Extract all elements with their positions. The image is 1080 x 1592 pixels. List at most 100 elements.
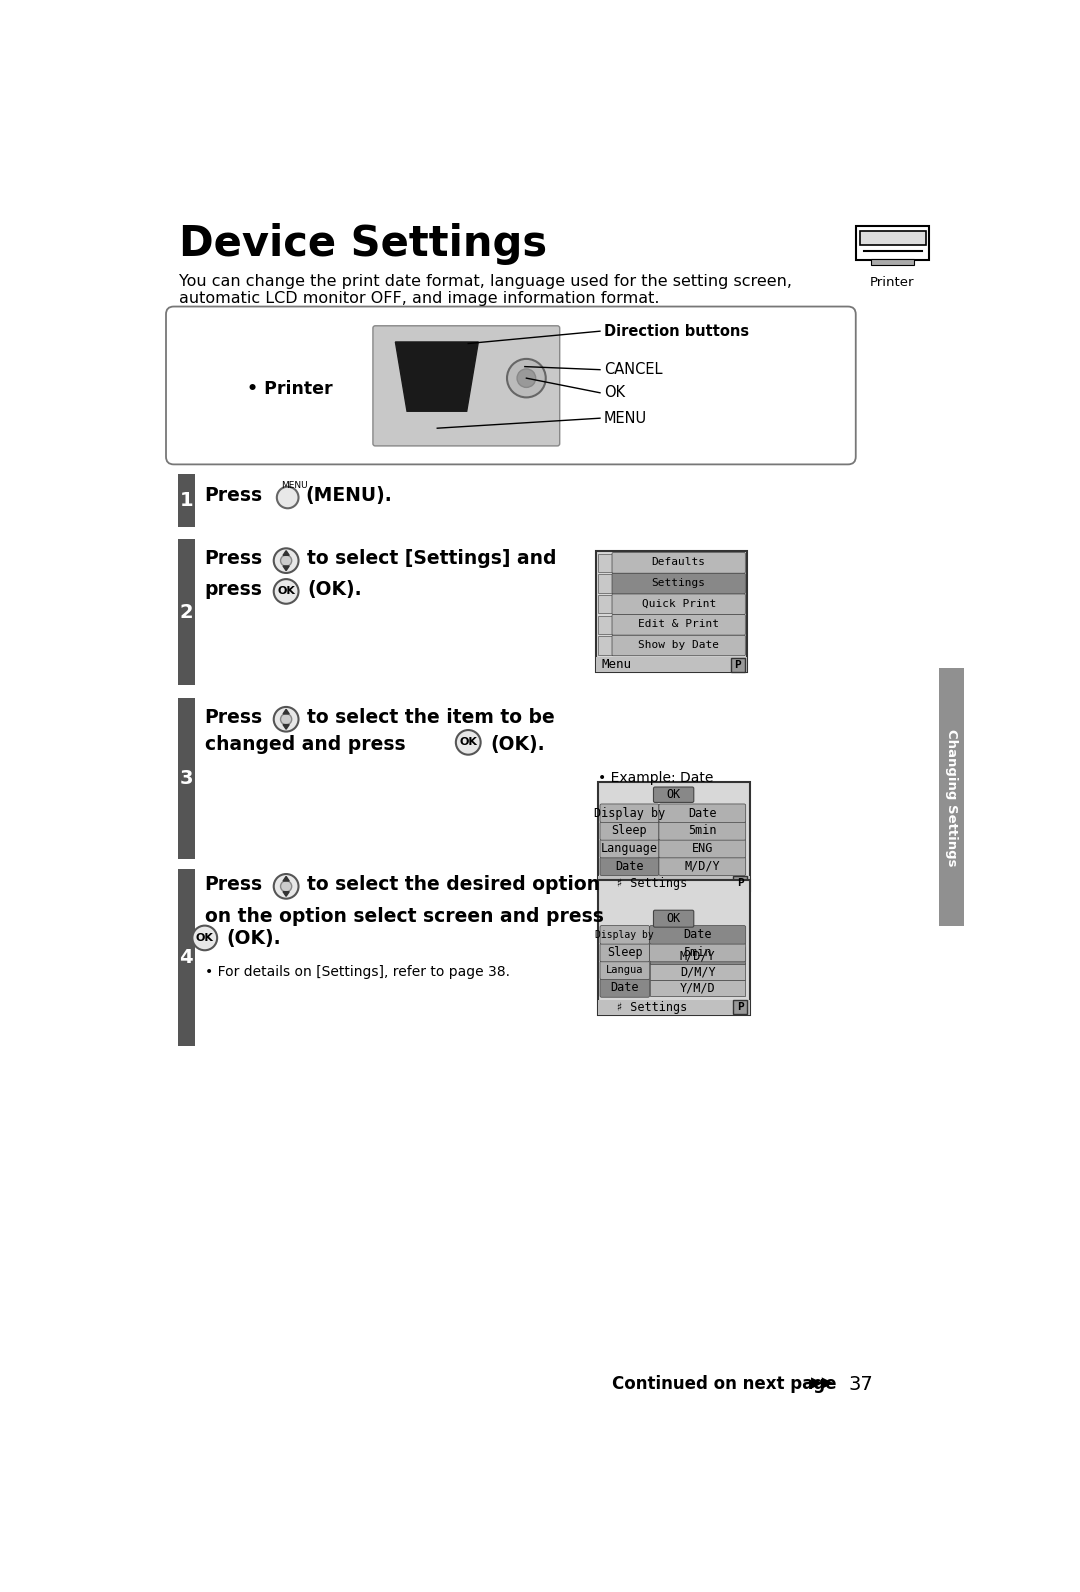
- Text: to select the item to be: to select the item to be: [307, 708, 555, 726]
- Text: 5min: 5min: [688, 825, 716, 837]
- FancyBboxPatch shape: [653, 786, 693, 802]
- FancyBboxPatch shape: [649, 944, 745, 962]
- FancyBboxPatch shape: [659, 804, 745, 823]
- Text: M/D/Y: M/D/Y: [685, 860, 720, 872]
- FancyBboxPatch shape: [612, 573, 745, 594]
- Text: OK: OK: [278, 586, 295, 597]
- FancyBboxPatch shape: [612, 635, 745, 656]
- FancyBboxPatch shape: [612, 552, 745, 573]
- Polygon shape: [283, 892, 289, 896]
- FancyBboxPatch shape: [659, 839, 745, 858]
- Text: (OK).: (OK).: [227, 928, 281, 947]
- FancyBboxPatch shape: [600, 856, 659, 876]
- Text: changed and press: changed and press: [205, 734, 405, 753]
- Text: 37: 37: [848, 1375, 873, 1395]
- FancyBboxPatch shape: [600, 944, 649, 962]
- Text: Date: Date: [688, 807, 716, 820]
- FancyBboxPatch shape: [597, 575, 611, 592]
- Text: MENU: MENU: [604, 411, 647, 425]
- Text: Quick Print: Quick Print: [642, 599, 716, 608]
- FancyBboxPatch shape: [598, 1000, 750, 1016]
- Text: Press: Press: [205, 708, 262, 726]
- FancyBboxPatch shape: [872, 259, 914, 264]
- FancyBboxPatch shape: [177, 869, 194, 1046]
- Circle shape: [276, 487, 298, 508]
- Text: • Printer: • Printer: [247, 380, 333, 398]
- FancyBboxPatch shape: [731, 657, 745, 672]
- Text: press: press: [205, 579, 262, 599]
- Text: Y/M/D: Y/M/D: [679, 982, 715, 995]
- Text: Continued on next page: Continued on next page: [611, 1375, 836, 1393]
- Text: Press: Press: [205, 874, 262, 893]
- FancyBboxPatch shape: [650, 963, 745, 981]
- Polygon shape: [283, 724, 289, 729]
- FancyBboxPatch shape: [597, 595, 611, 613]
- FancyBboxPatch shape: [650, 947, 745, 965]
- Circle shape: [456, 731, 481, 755]
- Text: • For details on [Settings], refer to page 38.: • For details on [Settings], refer to pa…: [205, 965, 510, 979]
- FancyBboxPatch shape: [166, 307, 855, 465]
- FancyBboxPatch shape: [598, 876, 750, 892]
- Circle shape: [192, 925, 217, 950]
- Text: Language: Language: [600, 842, 658, 855]
- Text: (MENU).: (MENU).: [306, 486, 392, 505]
- Circle shape: [281, 880, 292, 892]
- Text: P: P: [737, 879, 744, 888]
- Polygon shape: [283, 710, 289, 713]
- Text: OK: OK: [459, 737, 477, 747]
- Text: ♯ Settings: ♯ Settings: [616, 1001, 687, 1014]
- Text: Show by Date: Show by Date: [638, 640, 719, 650]
- Circle shape: [281, 556, 292, 567]
- Polygon shape: [395, 342, 478, 411]
- FancyBboxPatch shape: [649, 925, 745, 944]
- FancyBboxPatch shape: [596, 657, 747, 672]
- FancyBboxPatch shape: [612, 615, 745, 635]
- Text: 1: 1: [179, 490, 193, 509]
- Text: 5min: 5min: [684, 946, 712, 958]
- FancyBboxPatch shape: [177, 540, 194, 686]
- Text: OK: OK: [195, 933, 214, 942]
- Text: OK: OK: [666, 912, 680, 925]
- FancyBboxPatch shape: [598, 880, 750, 1016]
- Circle shape: [517, 369, 536, 387]
- Text: Menu: Menu: [602, 657, 632, 672]
- Text: M/D/Y: M/D/Y: [679, 949, 715, 962]
- Text: to select the desired option: to select the desired option: [307, 874, 600, 893]
- FancyBboxPatch shape: [597, 616, 611, 634]
- FancyBboxPatch shape: [659, 821, 745, 841]
- FancyBboxPatch shape: [597, 554, 611, 572]
- FancyBboxPatch shape: [733, 876, 747, 890]
- Text: MENU: MENU: [281, 481, 308, 490]
- Text: CANCEL: CANCEL: [604, 361, 662, 377]
- Circle shape: [281, 713, 292, 724]
- Text: 4: 4: [179, 947, 193, 966]
- FancyBboxPatch shape: [373, 326, 559, 446]
- Text: D/M/Y: D/M/Y: [679, 965, 715, 979]
- Circle shape: [273, 707, 298, 732]
- Text: Date: Date: [610, 982, 639, 995]
- FancyBboxPatch shape: [600, 979, 649, 997]
- Text: 3: 3: [179, 769, 193, 788]
- Text: Direction buttons: Direction buttons: [604, 323, 750, 339]
- Text: (OK).: (OK).: [307, 579, 362, 599]
- Text: Sleep: Sleep: [607, 946, 643, 958]
- Text: Defaults: Defaults: [651, 557, 705, 567]
- Polygon shape: [283, 567, 289, 570]
- Circle shape: [507, 358, 545, 398]
- FancyBboxPatch shape: [600, 839, 659, 858]
- Text: Printer: Printer: [869, 275, 915, 288]
- Circle shape: [273, 874, 298, 898]
- Text: Press: Press: [205, 549, 262, 568]
- FancyBboxPatch shape: [177, 697, 194, 860]
- FancyBboxPatch shape: [598, 782, 750, 892]
- Text: • Example: Date: • Example: Date: [598, 771, 714, 785]
- Text: Device Settings: Device Settings: [179, 223, 548, 266]
- Polygon shape: [283, 877, 289, 880]
- FancyBboxPatch shape: [597, 637, 611, 654]
- Text: on the option select screen and press: on the option select screen and press: [205, 907, 604, 927]
- Polygon shape: [283, 551, 289, 556]
- FancyBboxPatch shape: [600, 821, 659, 841]
- Text: Sleep: Sleep: [611, 825, 647, 837]
- Text: 2: 2: [179, 603, 193, 622]
- Text: Langua: Langua: [606, 965, 644, 976]
